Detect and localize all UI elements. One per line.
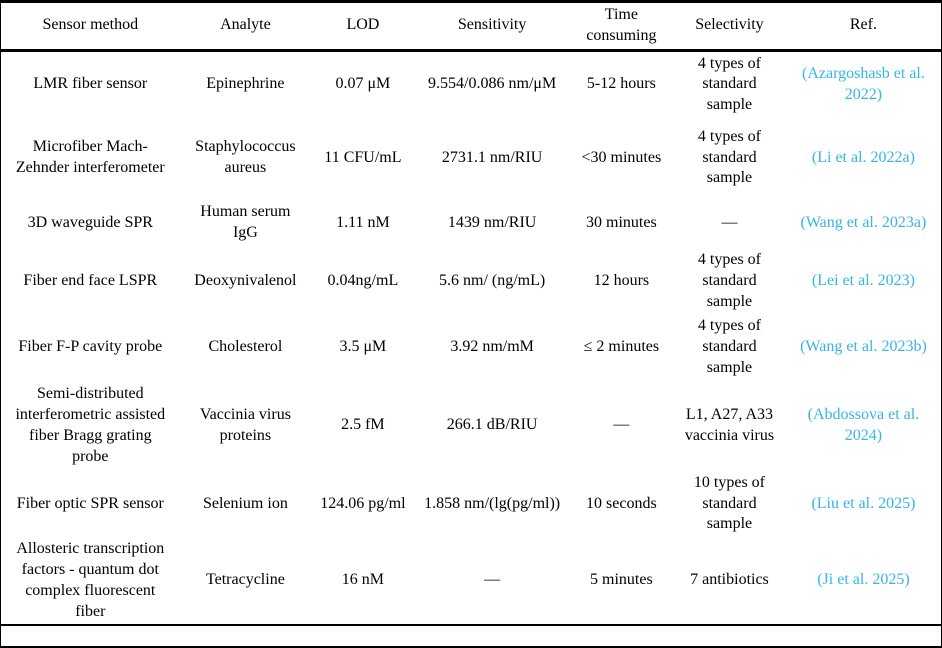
reference-link[interactable]: (Azargoshasb et al. 2022) [802, 64, 925, 103]
table-row: LMR fiber sensor Epinephrine 0.07 μM 9.5… [1, 50, 941, 118]
table-row: Fiber end face LSPR Deoxynivalenol 0.04n… [1, 248, 941, 314]
cell-sensor-method: Allosteric transcription factors - quant… [16, 540, 165, 620]
cell-analyte: Epinephrine [206, 75, 285, 93]
cell-analyte: Deoxynivalenol [194, 271, 297, 289]
cell-lod: 0.04ng/mL [327, 271, 399, 289]
reference-link[interactable]: (Liu et al. 2025) [811, 494, 916, 512]
cell-time-consuming: — [613, 416, 630, 434]
cell-sensitivity: 3.92 nm/mM [450, 338, 534, 356]
cell-time-consuming: 12 hours [593, 271, 650, 289]
cell-lod: 0.07 μM [335, 75, 391, 93]
cell-analyte: Tetracycline [205, 571, 285, 589]
table-row: Semi-distributed interferometric assiste… [1, 381, 941, 471]
reference-link[interactable]: (Lei et al. 2023) [811, 271, 915, 289]
cell-selectivity: 10 types of standard sample [693, 473, 766, 533]
cell-selectivity: 7 antibiotics [690, 571, 769, 589]
cell-sensitivity: 266.1 dB/RIU [446, 416, 538, 434]
cell-analyte: Cholesterol [208, 338, 283, 356]
cell-lod: 16 nM [341, 571, 384, 589]
cell-selectivity: 4 types of standard sample [697, 250, 762, 310]
reference-link[interactable]: (Li et al. 2022a) [811, 148, 915, 166]
cell-time-consuming: ≤ 2 minutes [583, 338, 660, 356]
column-header-lod: LOD [311, 1, 415, 52]
table-row: Microfiber Mach-Zehnder interferometer S… [1, 118, 941, 198]
reference-link[interactable]: (Abdossova et al. 2024) [807, 405, 920, 444]
cell-time-consuming: <30 minutes [581, 148, 662, 166]
cell-analyte: Vaccinia virus proteins [199, 405, 291, 444]
column-header-analyte: Analyte [179, 1, 312, 52]
cell-lod: 1.11 nM [336, 213, 390, 231]
table-row: Fiber optic SPR sensor Selenium ion 124.… [1, 471, 941, 537]
column-header-sensor-method: Sensor method [1, 1, 180, 52]
cell-sensitivity: — [484, 571, 501, 589]
cell-analyte: Human serum IgG [200, 203, 291, 241]
cell-sensor-method: Semi-distributed interferometric assiste… [15, 385, 166, 465]
reference-link[interactable]: (Ji et al. 2025) [817, 571, 910, 589]
cell-sensitivity: 5.6 nm/ (ng/mL) [439, 271, 546, 289]
header-row: Sensor method Analyte LOD Sensitivity Ti… [1, 1, 941, 52]
cell-selectivity: 4 types of standard sample [697, 317, 762, 376]
cell-time-consuming: 5 minutes [590, 571, 653, 589]
cell-time-consuming: 30 minutes [586, 213, 657, 231]
cell-selectivity: 4 types of standard sample [697, 54, 762, 114]
cell-sensitivity: 9.554/0.086 nm/μM [428, 75, 557, 93]
reference-link[interactable]: (Wang et al. 2023a) [800, 213, 927, 231]
table-row: Fiber F-P cavity probe Cholesterol 3.5 μ… [1, 314, 941, 380]
cell-time-consuming: 5-12 hours [586, 75, 656, 93]
cell-sensitivity: 1.858 nm/(lg(pg/ml)) [424, 494, 561, 512]
cell-selectivity: 4 types of standard sample [697, 127, 762, 187]
cell-lod: 3.5 μM [339, 338, 387, 356]
cell-time-consuming: 10 seconds [586, 494, 657, 512]
cell-sensor-method: Fiber end face LSPR [23, 271, 158, 289]
column-header-selectivity: Selectivity [673, 1, 786, 52]
cell-sensor-method: LMR fiber sensor [33, 75, 148, 93]
cell-analyte: Staphylococcus aureus [195, 138, 296, 176]
table-row: Allosteric transcription factors - quant… [1, 537, 941, 625]
cell-sensor-method: Fiber F-P cavity probe [18, 338, 163, 356]
sensor-comparison-table: Sensor method Analyte LOD Sensitivity Ti… [1, 0, 941, 627]
cell-selectivity: — [721, 213, 738, 231]
cell-sensor-method: Microfiber Mach-Zehnder interferometer [15, 138, 165, 176]
cell-analyte: Selenium ion [202, 494, 288, 512]
cell-sensor-method: 3D waveguide SPR [27, 213, 153, 231]
cell-sensitivity: 2731.1 nm/RIU [441, 148, 543, 166]
cell-selectivity: L1, A27, A33 vaccinia virus [684, 405, 775, 444]
cell-sensor-method: Fiber optic SPR sensor [16, 494, 164, 512]
table-row: 3D waveguide SPR Human serum IgG 1.11 nM… [1, 198, 941, 248]
cell-lod: 11 CFU/mL [324, 148, 402, 166]
column-header-sensitivity: Sensitivity [414, 1, 570, 52]
cell-lod: 2.5 fM [341, 416, 385, 434]
column-header-time-consuming: Time consuming [569, 1, 674, 52]
cell-sensitivity: 1439 nm/RIU [447, 213, 537, 231]
reference-link[interactable]: (Wang et al. 2023b) [800, 338, 927, 356]
column-header-ref: Ref. [785, 1, 941, 52]
cell-lod: 124.06 pg/ml [320, 494, 406, 512]
